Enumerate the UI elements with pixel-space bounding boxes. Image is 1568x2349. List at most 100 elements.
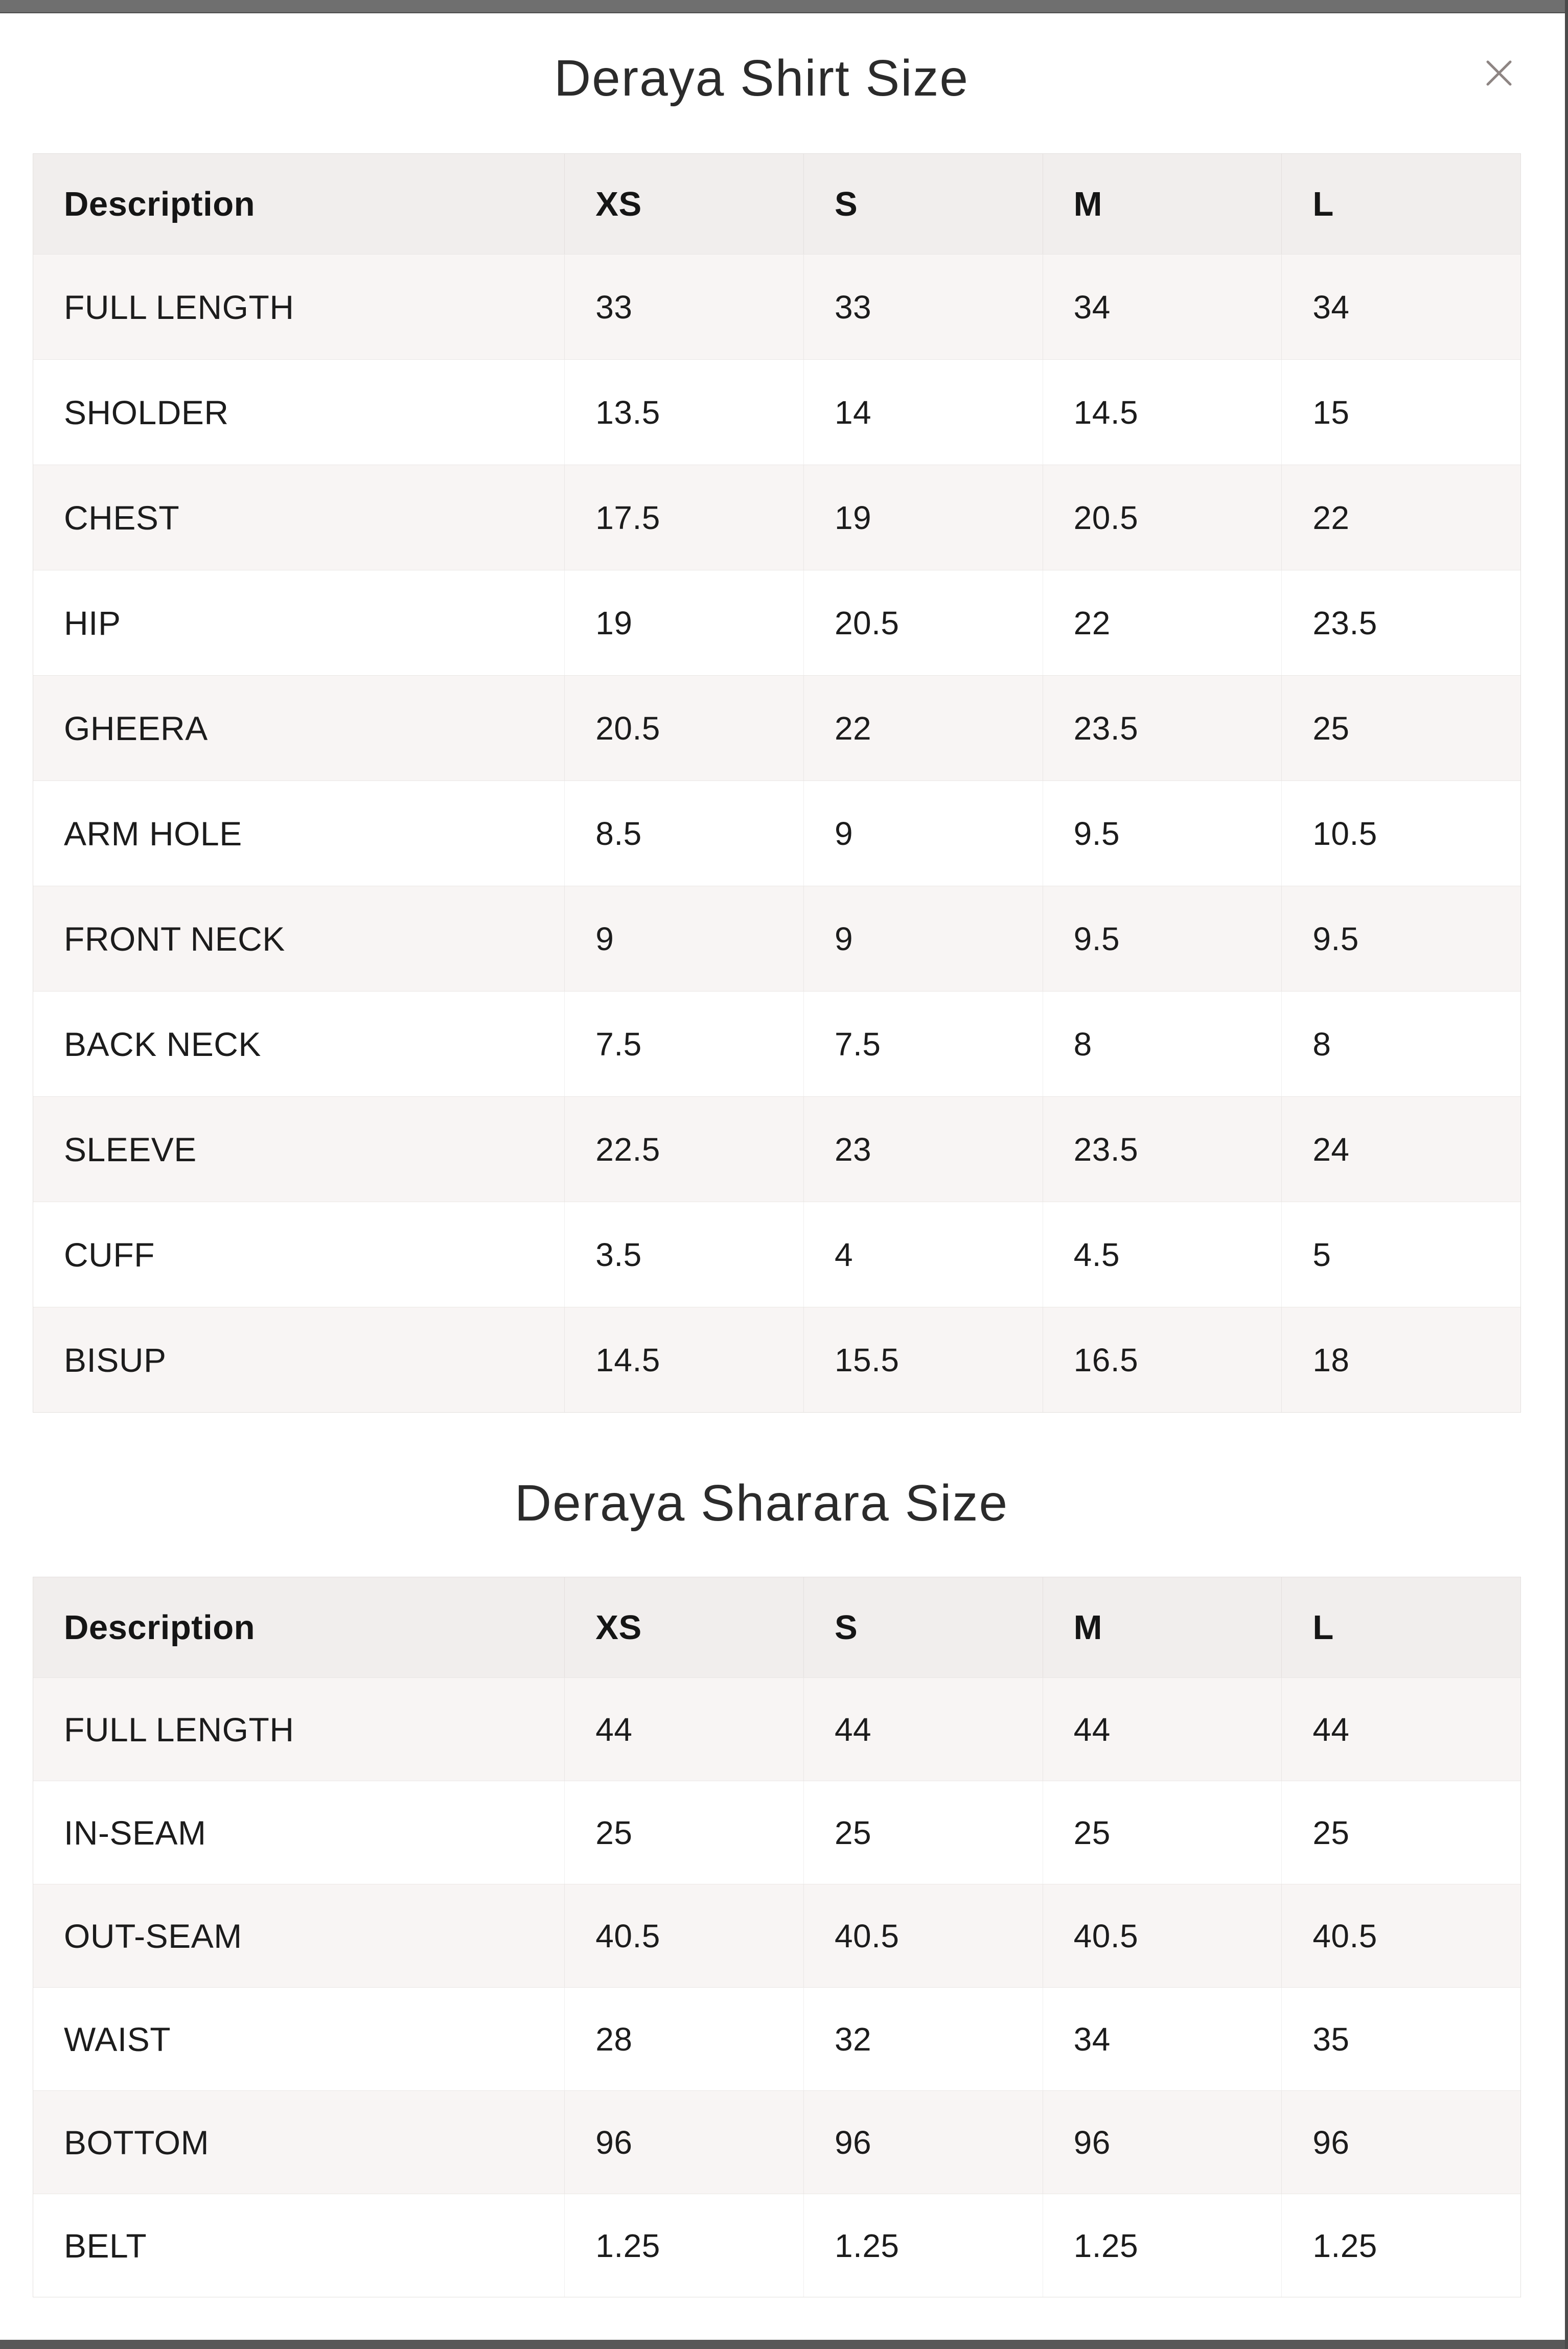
size-value: 5 <box>1281 1202 1520 1307</box>
size-value: 4.5 <box>1042 1202 1282 1307</box>
row-label: BACK NECK <box>64 1025 261 1063</box>
table-row-bisup: BISUP 14.5 15.5 16.5 18 <box>33 1307 1520 1412</box>
table-header-row: Description XS S M L <box>33 1577 1520 1677</box>
table-row-arm-hole: ARM HOLE 8.5 9 9.5 10.5 <box>33 780 1520 886</box>
column-header-description: Description <box>64 185 256 223</box>
table-row-out-seam: OUT-SEAM 40.5 40.5 40.5 40.5 <box>33 1884 1520 1987</box>
table-row-belt: BELT 1.25 1.25 1.25 1.25 <box>33 2194 1520 2297</box>
size-value: 44 <box>564 1678 803 1781</box>
size-value: 32 <box>803 1988 1043 2090</box>
row-label: CHEST <box>64 498 180 537</box>
size-value: 19 <box>564 570 803 675</box>
size-value: 23.5 <box>1042 676 1282 780</box>
size-value: 23.5 <box>1281 570 1520 675</box>
table-row-bottom: BOTTOM 96 96 96 96 <box>33 2090 1520 2194</box>
size-value: 40.5 <box>803 1884 1043 1987</box>
column-header-s: S <box>803 154 1043 254</box>
table-row-full-length: FULL LENGTH 33 33 34 34 <box>33 254 1520 359</box>
size-value: 10.5 <box>1281 781 1520 886</box>
size-value: 19 <box>803 465 1043 570</box>
table-row-back-neck: BACK NECK 7.5 7.5 8 8 <box>33 991 1520 1096</box>
size-value: 40.5 <box>1281 1884 1520 1987</box>
table-row-gheera: GHEERA 20.5 22 23.5 25 <box>33 675 1520 780</box>
row-label: BOTTOM <box>64 2123 210 2161</box>
row-label: BELT <box>64 2226 147 2265</box>
row-label: FULL LENGTH <box>64 288 294 326</box>
size-value: 25 <box>1042 1781 1282 1884</box>
size-value: 20.5 <box>803 570 1043 675</box>
column-header-l: L <box>1281 1577 1520 1677</box>
column-header-m: M <box>1042 154 1282 254</box>
size-value: 9 <box>803 781 1043 886</box>
size-value: 1.25 <box>1042 2194 1282 2297</box>
size-value: 8.5 <box>564 781 803 886</box>
column-header-xs: XS <box>564 154 803 254</box>
row-label: CUFF <box>64 1235 155 1274</box>
column-header-description: Description <box>64 1608 256 1647</box>
top-window-edge <box>0 0 1568 13</box>
size-value: 4 <box>803 1202 1043 1307</box>
table-row-sleeve: SLEEVE 22.5 23 23.5 24 <box>33 1096 1520 1202</box>
size-value: 1.25 <box>1281 2194 1520 2297</box>
size-value: 34 <box>1281 255 1520 359</box>
table-row-cuff: CUFF 3.5 4 4.5 5 <box>33 1202 1520 1307</box>
size-value: 28 <box>564 1988 803 2090</box>
size-value: 1.25 <box>564 2194 803 2297</box>
column-header-l: L <box>1281 154 1520 254</box>
size-value: 15.5 <box>803 1307 1043 1412</box>
shirt-size-title: Deraya Shirt Size <box>554 50 970 107</box>
bottom-window-edge <box>0 2340 1568 2349</box>
row-label: SHOLDER <box>64 393 229 431</box>
size-value: 44 <box>1042 1678 1282 1781</box>
shirt-size-table: Description XS S M L FULL LENGTH 33 33 34 34 SHOLD… <box>33 153 1521 1413</box>
size-value: 16.5 <box>1042 1307 1282 1412</box>
size-value: 9 <box>564 886 803 991</box>
table-row-in-seam: IN-SEAM 25 25 25 25 <box>33 1781 1520 1884</box>
table-row-chest: CHEST 17.5 19 20.5 22 <box>33 465 1520 570</box>
size-value: 96 <box>1281 2091 1520 2194</box>
size-value: 44 <box>1281 1678 1520 1781</box>
column-header-xs: XS <box>564 1577 803 1677</box>
size-value: 96 <box>1042 2091 1282 2194</box>
column-header-m: M <box>1042 1577 1282 1677</box>
size-value: 25 <box>564 1781 803 1884</box>
size-value: 8 <box>1042 992 1282 1096</box>
size-value: 22 <box>803 676 1043 780</box>
size-value: 7.5 <box>803 992 1043 1096</box>
size-value: 8 <box>1281 992 1520 1096</box>
row-label: WAIST <box>64 2020 171 2058</box>
size-value: 20.5 <box>1042 465 1282 570</box>
size-value: 33 <box>564 255 803 359</box>
size-value: 23.5 <box>1042 1097 1282 1202</box>
size-value: 9.5 <box>1281 886 1520 991</box>
size-value: 14.5 <box>564 1307 803 1412</box>
row-label: GHEERA <box>64 709 208 747</box>
size-value: 22 <box>1281 465 1520 570</box>
size-value: 25 <box>1281 676 1520 780</box>
row-label: BISUP <box>64 1341 167 1379</box>
size-value: 14.5 <box>1042 360 1282 465</box>
size-value: 35 <box>1281 1988 1520 2090</box>
right-window-edge <box>1565 0 1568 2349</box>
size-value: 44 <box>803 1678 1043 1781</box>
sharara-size-title: Deraya Sharara Size <box>514 1475 1009 1532</box>
close-button[interactable] <box>1480 54 1518 92</box>
size-value: 96 <box>803 2091 1043 2194</box>
size-value: 23 <box>803 1097 1043 1202</box>
size-value: 9.5 <box>1042 886 1282 991</box>
table-row-waist: WAIST 28 32 34 35 <box>33 1987 1520 2090</box>
table-row-sholder: SHOLDER 13.5 14 14.5 15 <box>33 359 1520 465</box>
size-value: 7.5 <box>564 992 803 1096</box>
size-value: 9.5 <box>1042 781 1282 886</box>
column-header-s: S <box>803 1577 1043 1677</box>
size-value: 33 <box>803 255 1043 359</box>
size-value: 24 <box>1281 1097 1520 1202</box>
row-label: IN-SEAM <box>64 1813 206 1852</box>
size-value: 15 <box>1281 360 1520 465</box>
size-value: 34 <box>1042 255 1282 359</box>
size-value: 3.5 <box>564 1202 803 1307</box>
row-label: HIP <box>64 604 121 642</box>
row-label: FRONT NECK <box>64 919 285 958</box>
row-label: ARM HOLE <box>64 814 242 853</box>
table-row-hip: HIP 19 20.5 22 23.5 <box>33 570 1520 675</box>
